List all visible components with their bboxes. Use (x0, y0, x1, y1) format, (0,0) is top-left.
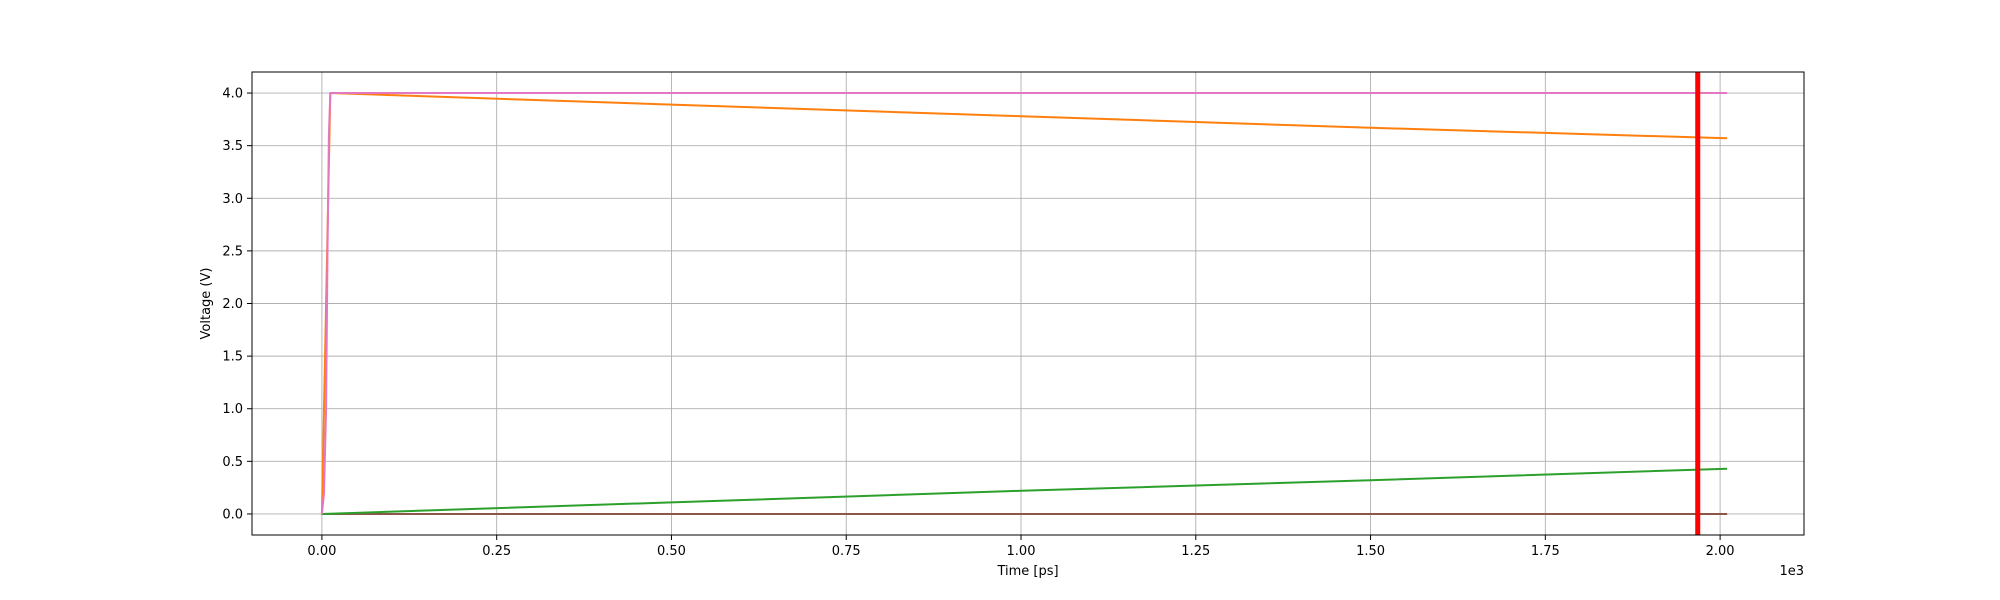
x-tick-label: 0.00 (307, 544, 336, 559)
x-axis-offset-label: 1e3 (1779, 564, 1804, 579)
x-axis-label: Time [ps] (996, 564, 1058, 579)
x-tick-label: 1.50 (1356, 544, 1385, 559)
y-tick-label: 0.5 (222, 455, 243, 470)
y-tick-label: 2.0 (222, 297, 243, 312)
x-tick-label: 0.25 (482, 544, 511, 559)
y-tick-label: 0.0 (222, 507, 243, 522)
series-line-3 (321, 467, 1728, 515)
x-tick-label: 1.00 (1007, 544, 1036, 559)
x-tick-label: 1.25 (1181, 544, 1210, 559)
y-tick-label: 3.5 (222, 139, 243, 154)
x-tick-label: 0.50 (657, 544, 686, 559)
y-tick-label: 1.5 (222, 350, 243, 365)
y-axis-label: Voltage (V) (199, 268, 214, 340)
y-tick-label: 1.0 (222, 402, 243, 417)
x-tick-label: 2.00 (1706, 544, 1735, 559)
x-tick-label: 1.75 (1531, 544, 1560, 559)
tick-layer: 0.00 0.25 0.50 0.75 1.00 1.25 1.50 1.75 2.00 0.0 0… (222, 87, 1734, 559)
series-layer (320, 92, 1728, 515)
y-tick-label: 4.0 (222, 87, 243, 102)
x-tick-label: 0.75 (832, 544, 861, 559)
y-tick-label: 2.5 (222, 244, 243, 259)
y-tick-label: 3.0 (222, 192, 243, 207)
series-line-5 (320, 92, 1728, 515)
